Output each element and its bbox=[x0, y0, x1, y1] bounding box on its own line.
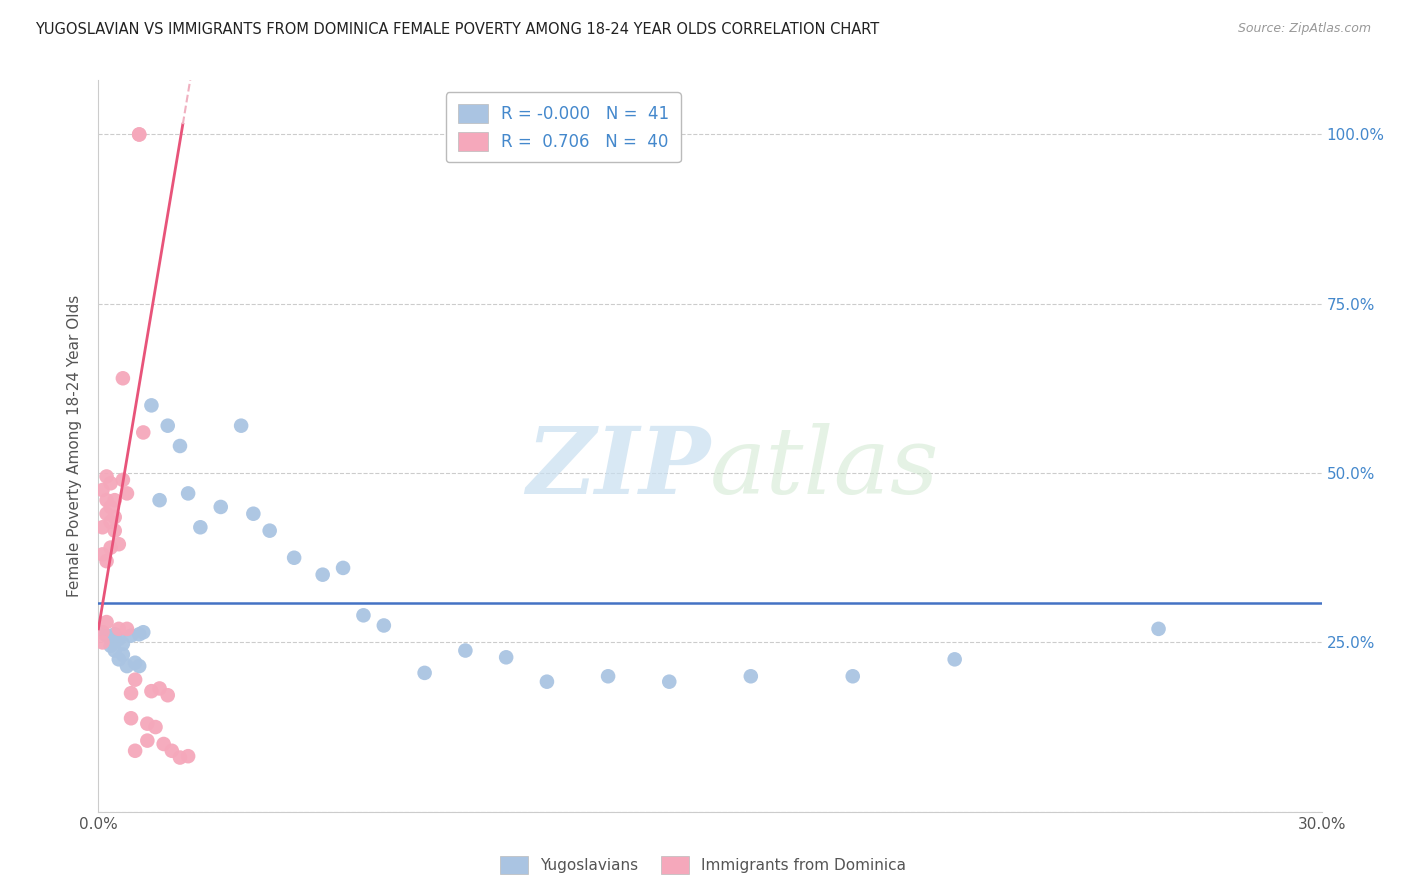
Text: atlas: atlas bbox=[710, 423, 939, 513]
Point bbox=[149, 493, 172, 508]
Point bbox=[495, 650, 517, 665]
Point bbox=[132, 625, 155, 640]
Point bbox=[177, 486, 200, 500]
Point bbox=[128, 128, 150, 142]
Point bbox=[156, 688, 179, 702]
Legend: Yugoslavians, Immigrants from Dominica: Yugoslavians, Immigrants from Dominica bbox=[494, 850, 912, 880]
Point bbox=[115, 486, 138, 500]
Point bbox=[104, 510, 127, 524]
Point bbox=[124, 673, 146, 687]
Point bbox=[96, 493, 118, 508]
Point bbox=[312, 567, 335, 582]
Point bbox=[100, 632, 122, 646]
Point bbox=[598, 669, 620, 683]
Point bbox=[231, 418, 253, 433]
Point bbox=[1147, 622, 1170, 636]
Point bbox=[91, 520, 114, 534]
Point bbox=[104, 524, 127, 538]
Point bbox=[177, 749, 200, 764]
Point bbox=[111, 637, 134, 651]
Point bbox=[740, 669, 762, 683]
Legend: R = -0.000   N =  41, R =  0.706   N =  40: R = -0.000 N = 41, R = 0.706 N = 40 bbox=[446, 92, 681, 162]
Point bbox=[108, 652, 131, 666]
Point bbox=[91, 483, 114, 497]
Point bbox=[100, 515, 122, 529]
Point bbox=[100, 639, 122, 653]
Point bbox=[108, 622, 131, 636]
Point bbox=[104, 627, 127, 641]
Point bbox=[128, 627, 150, 641]
Point bbox=[124, 744, 146, 758]
Point bbox=[373, 618, 395, 632]
Point bbox=[111, 648, 134, 662]
Y-axis label: Female Poverty Among 18-24 Year Olds: Female Poverty Among 18-24 Year Olds bbox=[67, 295, 83, 597]
Point bbox=[145, 720, 167, 734]
Point bbox=[91, 625, 114, 640]
Point bbox=[658, 674, 681, 689]
Point bbox=[141, 398, 163, 412]
Point bbox=[111, 371, 134, 385]
Point bbox=[120, 629, 142, 643]
Point bbox=[242, 507, 264, 521]
Point bbox=[100, 500, 122, 514]
Point bbox=[136, 733, 159, 747]
Point bbox=[169, 439, 191, 453]
Point bbox=[841, 669, 863, 683]
Point bbox=[111, 473, 134, 487]
Point bbox=[132, 425, 155, 440]
Point bbox=[96, 554, 118, 568]
Point bbox=[120, 711, 142, 725]
Point bbox=[108, 537, 131, 551]
Point bbox=[156, 418, 179, 433]
Point bbox=[283, 550, 305, 565]
Point bbox=[352, 608, 374, 623]
Point bbox=[141, 684, 163, 698]
Point bbox=[943, 652, 966, 666]
Point bbox=[454, 643, 477, 657]
Point bbox=[91, 635, 114, 649]
Point bbox=[259, 524, 281, 538]
Point bbox=[128, 659, 150, 673]
Point bbox=[413, 665, 436, 680]
Text: ZIP: ZIP bbox=[526, 423, 710, 513]
Point bbox=[104, 643, 127, 657]
Point bbox=[332, 561, 354, 575]
Text: Source: ZipAtlas.com: Source: ZipAtlas.com bbox=[1237, 22, 1371, 36]
Point bbox=[120, 686, 142, 700]
Point bbox=[136, 716, 159, 731]
Point bbox=[91, 625, 114, 640]
Point bbox=[536, 674, 558, 689]
Point bbox=[209, 500, 232, 514]
Point bbox=[128, 128, 150, 142]
Point bbox=[108, 632, 131, 646]
Point bbox=[152, 737, 174, 751]
Point bbox=[124, 656, 146, 670]
Point bbox=[96, 629, 118, 643]
Point bbox=[104, 493, 127, 508]
Point bbox=[96, 507, 118, 521]
Point bbox=[96, 469, 118, 483]
Point bbox=[115, 659, 138, 673]
Point bbox=[149, 681, 172, 696]
Point bbox=[115, 622, 138, 636]
Point bbox=[96, 615, 118, 629]
Text: YUGOSLAVIAN VS IMMIGRANTS FROM DOMINICA FEMALE POVERTY AMONG 18-24 YEAR OLDS COR: YUGOSLAVIAN VS IMMIGRANTS FROM DOMINICA … bbox=[35, 22, 879, 37]
Point bbox=[169, 750, 191, 764]
Point bbox=[100, 476, 122, 491]
Point bbox=[100, 541, 122, 555]
Point bbox=[160, 744, 183, 758]
Point bbox=[188, 520, 212, 534]
Point bbox=[91, 547, 114, 561]
